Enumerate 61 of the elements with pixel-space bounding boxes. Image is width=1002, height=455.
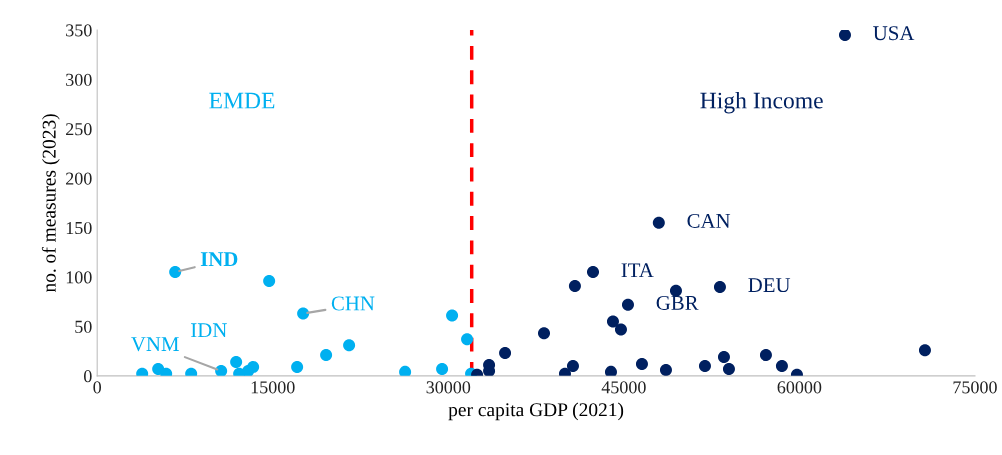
point: [230, 355, 243, 369]
y-tick-label: 300: [66, 73, 92, 86]
point: [320, 349, 333, 362]
point: [635, 357, 648, 370]
y-tick-label: 50: [75, 320, 92, 333]
point: [169, 266, 182, 279]
annotation: DEU: [748, 278, 791, 293]
annotation: CHN: [331, 296, 375, 311]
annotation: CAN: [687, 213, 731, 228]
y-axis-title: no. of measures (2023): [41, 114, 60, 293]
text: High Income: [700, 91, 823, 114]
annotation: IND: [200, 252, 238, 267]
point: [399, 365, 412, 376]
x-tick-label: 75000: [953, 381, 997, 394]
annotation: USA: [873, 26, 915, 41]
point: [659, 363, 672, 376]
x-tick-label: 30000: [426, 381, 471, 394]
annotation: VNM: [131, 337, 179, 352]
point: [247, 360, 260, 373]
point: [436, 362, 449, 375]
x-tick-label: 45000: [601, 381, 646, 394]
point: [215, 364, 228, 376]
point: [621, 298, 634, 311]
point: [537, 327, 551, 340]
annotation: IDN: [191, 323, 227, 338]
point: [499, 347, 512, 360]
point: [669, 284, 682, 297]
point: [918, 344, 931, 357]
point: [297, 307, 310, 320]
x-tick-label: 0: [93, 381, 102, 394]
point: [291, 360, 304, 373]
x-tick-label: 60000: [777, 381, 822, 394]
point: [606, 315, 619, 328]
point: [713, 280, 726, 293]
x-tick-label: 15000: [251, 381, 295, 394]
point: [722, 362, 735, 375]
point: [568, 279, 581, 292]
point: [838, 30, 851, 41]
point: [566, 359, 579, 372]
point: [652, 216, 665, 229]
point: [698, 359, 711, 372]
point: [759, 349, 772, 362]
y-tick-label: 200: [66, 172, 92, 185]
point: [586, 266, 600, 279]
x-axis-title: per capita GDP (2021): [448, 402, 624, 421]
annotation: ITA: [621, 263, 654, 278]
y-tick-label: 350: [66, 24, 92, 37]
y-tick-label: 150: [66, 221, 92, 235]
point: [263, 274, 276, 287]
point: [775, 359, 788, 372]
point: [446, 309, 459, 322]
y-tick-label: 100: [66, 271, 92, 284]
y-tick-label: 250: [66, 123, 92, 136]
text: EMDE: [209, 92, 275, 109]
point: [717, 351, 730, 364]
y-tick-label: 0: [83, 370, 92, 383]
annotation: GBR: [656, 295, 699, 310]
point: [461, 333, 474, 346]
point: [343, 339, 356, 352]
point: [614, 323, 627, 336]
point: [604, 365, 617, 376]
